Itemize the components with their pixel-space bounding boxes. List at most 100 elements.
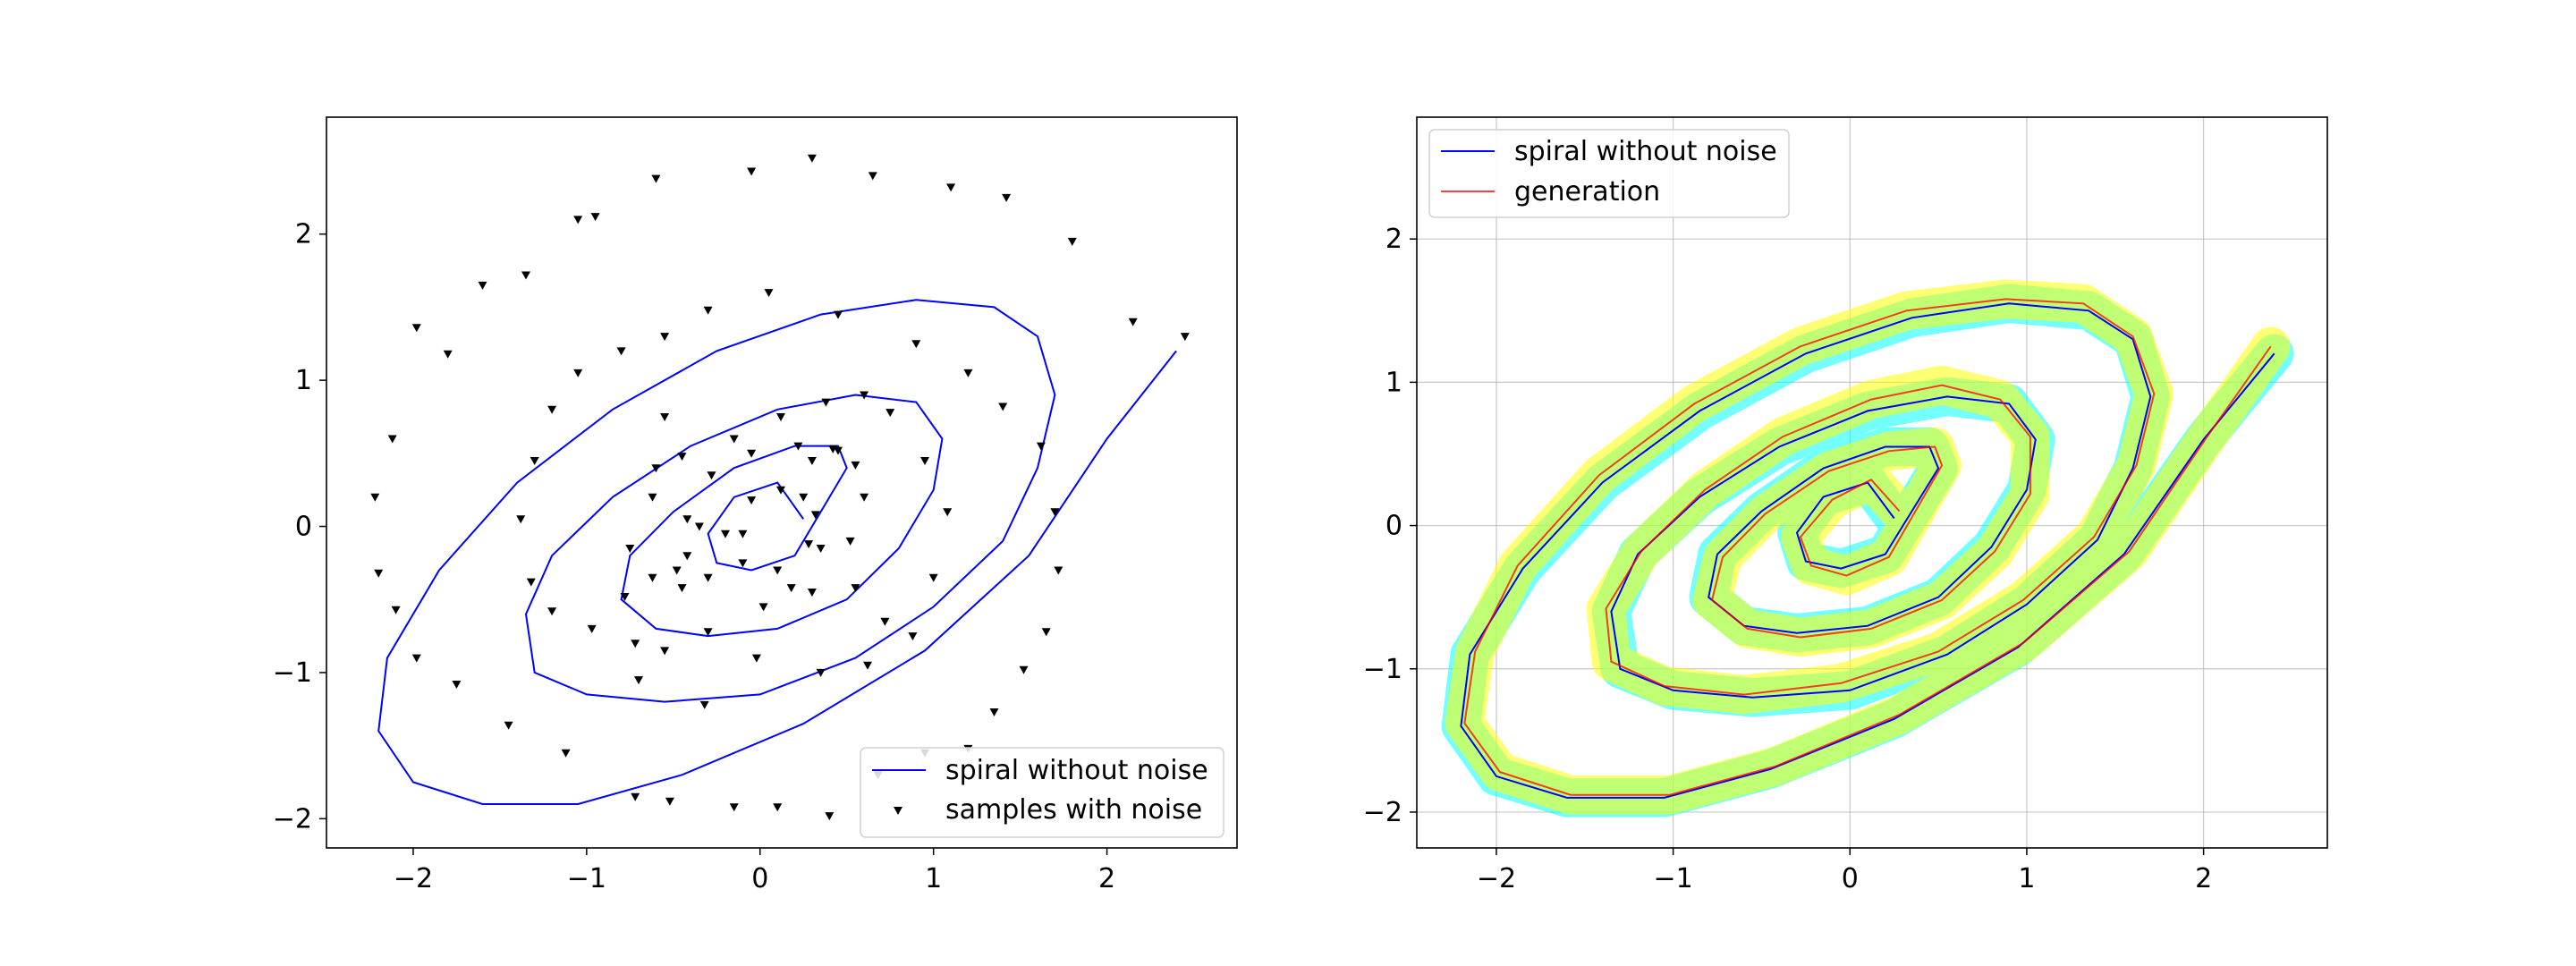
- left-sample-point: [816, 545, 826, 553]
- left-plot-area: [370, 154, 1190, 821]
- left-axes-frame: [326, 116, 1238, 849]
- right-xtick-label: 2: [2195, 863, 2212, 894]
- left-sample-point: [776, 413, 785, 421]
- left-sample-point: [516, 515, 526, 524]
- right-ytick-label: 2: [1385, 224, 1402, 255]
- left-spiral-line: [377, 299, 1177, 805]
- left-sample-point: [816, 668, 826, 677]
- left-ytick-label: 0: [295, 512, 312, 543]
- left-sample-point: [387, 435, 397, 444]
- left-subplot: −2 −1 0 1 2 −2 −1 0 1 2 spiral without noise samp…: [273, 116, 1238, 894]
- right-legend-box: [1428, 129, 1790, 218]
- left-sample-point: [370, 493, 380, 502]
- left-legend: spiral without noise samples with noise: [860, 747, 1224, 838]
- left-sample-point: [863, 661, 872, 670]
- right-legend-label-spiral: spiral without noise: [1514, 136, 1777, 167]
- left-sample-point: [1067, 237, 1077, 246]
- left-sample-point: [1002, 193, 1012, 202]
- left-sample-point: [1019, 665, 1029, 674]
- left-sample-point: [729, 803, 739, 812]
- left-sample-point: [793, 442, 803, 451]
- left-legend-label-samples: samples with noise: [945, 794, 1202, 826]
- left-sample-point: [773, 803, 783, 812]
- left-xtick-label: −2: [394, 863, 433, 894]
- right-xtick-label: 1: [2018, 863, 2035, 894]
- left-sample-point: [825, 812, 835, 821]
- left-sample-point: [738, 559, 748, 568]
- left-sample-point: [374, 569, 384, 578]
- left-sample-point: [660, 333, 670, 342]
- left-sample-point: [773, 566, 783, 575]
- left-sample-point: [821, 398, 831, 407]
- left-sample-point: [573, 369, 583, 377]
- left-sample-point: [699, 700, 709, 709]
- right-plot-area: [1441, 279, 2294, 818]
- left-xtick-label: 0: [751, 863, 768, 894]
- left-sample-point: [751, 654, 761, 663]
- left-xtick-label: 2: [1098, 863, 1115, 894]
- left-sample-point: [807, 154, 817, 163]
- left-sample-point: [616, 347, 626, 356]
- left-sample-point: [443, 350, 453, 359]
- left-axis-ticks: −2 −1 0 1 2 −2 −1 0 1 2: [273, 219, 1115, 894]
- right-xtick-label: 0: [1842, 863, 1859, 894]
- left-sample-point: [886, 409, 895, 418]
- left-sample-point: [1054, 566, 1063, 575]
- left-sample-point: [1041, 628, 1051, 637]
- left-sample-point: [478, 281, 487, 290]
- left-sample-point: [807, 589, 817, 597]
- left-sample-point: [620, 593, 630, 601]
- left-sample-point: [1180, 333, 1190, 342]
- right-subplot: −2 −1 0 1 2 −2 −1 0 1 2 spiral without noise gene…: [1363, 116, 2328, 894]
- left-sample-point: [504, 721, 513, 730]
- left-sample-point: [590, 213, 600, 222]
- right-xtick-label: −1: [1654, 863, 1693, 894]
- left-sample-point: [860, 493, 869, 502]
- left-sample-point: [547, 607, 557, 616]
- left-sample-point: [804, 540, 814, 549]
- left-sample-point: [1050, 508, 1060, 517]
- left-sample-point: [911, 340, 921, 349]
- left-sample-point: [880, 617, 890, 626]
- left-sample-point: [851, 461, 860, 470]
- left-ytick-label: 2: [295, 219, 312, 250]
- left-sample-point: [411, 654, 421, 663]
- left-ytick-label: 1: [295, 365, 312, 396]
- left-sample-point: [625, 545, 635, 553]
- left-sample-point: [758, 603, 768, 612]
- left-ytick-label: −2: [273, 803, 312, 835]
- left-sample-point: [660, 413, 670, 421]
- left-sample-point: [648, 493, 657, 502]
- left-sample-point: [677, 453, 687, 462]
- left-sample-point: [648, 573, 657, 582]
- left-sample-point: [573, 216, 583, 225]
- left-sample-point: [834, 446, 843, 455]
- left-legend-label-spiral: spiral without noise: [945, 755, 1208, 786]
- left-sample-point: [530, 457, 539, 465]
- left-sample-point: [677, 584, 687, 593]
- left-sample-point: [672, 566, 682, 575]
- left-sample-point: [694, 522, 704, 531]
- left-sample-point: [860, 391, 869, 400]
- left-sample-point: [391, 606, 401, 614]
- left-xtick-label: 1: [925, 863, 942, 894]
- left-sample-point: [703, 628, 713, 637]
- right-ytick-label: 1: [1385, 367, 1402, 398]
- left-sample-point: [747, 167, 757, 176]
- right-ytick-label: 0: [1385, 511, 1402, 542]
- left-sample-point: [682, 552, 692, 561]
- left-sample-point: [707, 471, 716, 480]
- right-ytick-label: −1: [1363, 654, 1402, 685]
- left-sample-point: [998, 402, 1008, 411]
- left-sample-point: [1128, 318, 1138, 326]
- left-sample-point: [1036, 442, 1046, 451]
- left-legend-box: [860, 747, 1224, 838]
- left-sample-point: [703, 573, 713, 582]
- left-sample-point: [920, 457, 929, 465]
- left-sample-point: [452, 681, 462, 689]
- left-ytick-label: −1: [273, 657, 312, 689]
- left-sample-point: [738, 530, 748, 538]
- left-sample-point: [651, 174, 661, 183]
- left-sample-point: [834, 310, 843, 319]
